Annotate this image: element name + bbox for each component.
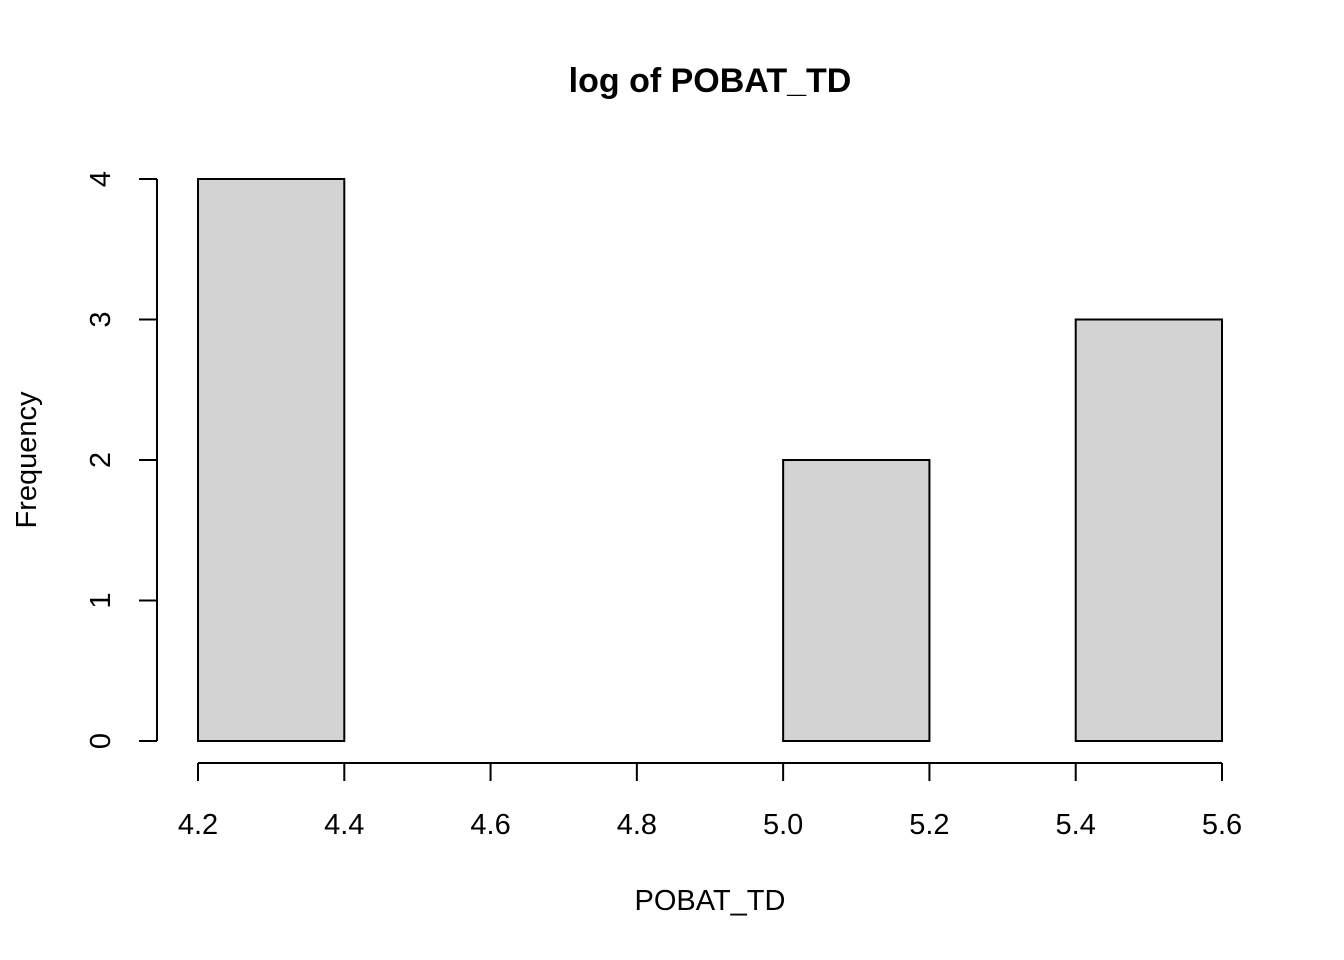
y-tick-label: 1 (85, 592, 117, 608)
x-tick-label: 4.4 (324, 809, 364, 841)
histogram-bar (197, 178, 346, 742)
x-tick-label: 5.4 (1056, 809, 1096, 841)
x-axis: 4.2 4.4 4.6 4.8 5.0 5.2 5.4 5.6 (178, 762, 1242, 841)
x-tick-label: 5.6 (1202, 809, 1242, 841)
y-tick-label: 3 (85, 311, 117, 327)
bars-group (197, 178, 1223, 742)
x-tick-label: 4.6 (470, 809, 510, 841)
x-tick-label: 5.2 (909, 809, 949, 841)
y-axis-label: Frequency (11, 391, 43, 529)
histogram-bar (782, 459, 931, 742)
x-tick-label: 5.0 (763, 809, 803, 841)
y-tick-label: 2 (85, 452, 117, 468)
chart-title: log of POBAT_TD (569, 62, 852, 100)
histogram-bar (1074, 318, 1223, 742)
x-tick-label: 4.2 (178, 809, 218, 841)
x-axis-label: POBAT_TD (635, 885, 786, 917)
x-tick-label: 4.8 (617, 809, 657, 841)
y-tick-label: 0 (85, 733, 117, 749)
y-axis: 0 1 2 3 4 (85, 171, 158, 749)
y-tick-label: 4 (85, 171, 117, 187)
